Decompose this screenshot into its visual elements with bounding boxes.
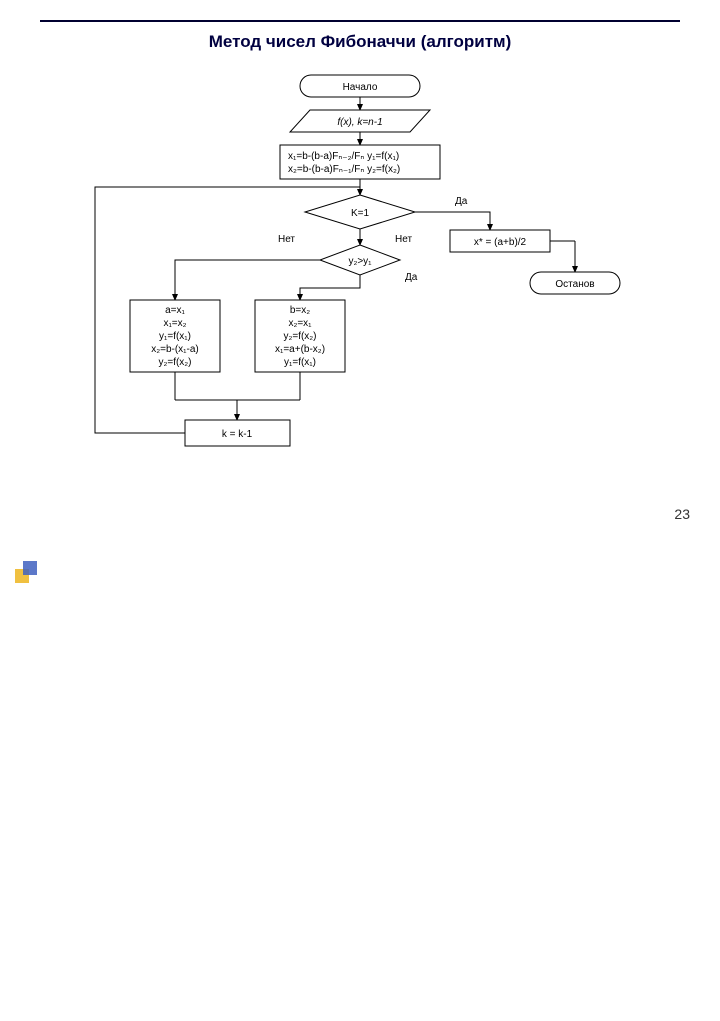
svg-text:Начало: Начало — [343, 82, 378, 93]
corner-decoration — [15, 501, 39, 525]
left-process: a=x₁ x₁=x₂ y₁=f(x₁) x₂=b-(x₁-a) y₂=f(x₂) — [130, 300, 220, 372]
svg-text:y₁=f(x₁): y₁=f(x₁) — [159, 331, 191, 342]
svg-text:y₂=f(x₂): y₂=f(x₂) — [158, 357, 191, 368]
svg-text:a=x₁: a=x₁ — [165, 305, 185, 316]
svg-text:K=1: K=1 — [351, 208, 370, 219]
svg-text:y₂>y₁: y₂>y₁ — [348, 256, 372, 267]
page-title: Метод чисел Фибоначчи (алгоритм) — [0, 32, 720, 52]
svg-text:y₂=f(x₂): y₂=f(x₂) — [283, 331, 316, 342]
svg-text:b=x₂: b=x₂ — [290, 305, 310, 316]
flowchart: Начало f(x), k=n-1 x₁=b-(b-a)Fₙ₋₂/Fₙ y₁=… — [0, 60, 720, 520]
cmp-yes-label: Да — [405, 272, 418, 283]
page-number: 23 — [674, 506, 690, 522]
init-node: x₁=b-(b-a)Fₙ₋₂/Fₙ y₁=f(x₁) x₂=b-(b-a)Fₙ₋… — [280, 145, 440, 179]
input-node: f(x), k=n-1 — [290, 110, 430, 132]
stop-node: Останов — [530, 272, 620, 294]
svg-text:x₂=b-(b-a)Fₙ₋₁/Fₙ y₂=f(x₂): x₂=b-(b-a)Fₙ₋₁/Fₙ y₂=f(x₂) — [288, 164, 400, 175]
k1-no-label: Нет — [278, 234, 295, 245]
svg-text:x₁=a+(b-x₂): x₁=a+(b-x₂) — [275, 344, 325, 355]
svg-text:k = k-1: k = k-1 — [222, 429, 253, 440]
start-node: Начало — [300, 75, 420, 97]
svg-text:x₂=b-(x₁-a): x₂=b-(x₁-a) — [151, 344, 199, 355]
k1-yes-label: Да — [455, 196, 468, 207]
cmp-no-label: Нет — [395, 234, 412, 245]
svg-text:Останов: Останов — [555, 279, 594, 290]
decrement-node: k = k-1 — [185, 420, 290, 446]
svg-text:x* = (a+b)/2: x* = (a+b)/2 — [474, 237, 527, 248]
k1-decision: K=1 — [305, 195, 415, 229]
title-underline — [40, 20, 680, 22]
svg-text:x₁=b-(b-a)Fₙ₋₂/Fₙ y₁=f(x₁): x₁=b-(b-a)Fₙ₋₂/Fₙ y₁=f(x₁) — [288, 151, 399, 162]
svg-text:x₁=x₂: x₁=x₂ — [163, 318, 186, 329]
result-node: x* = (a+b)/2 — [450, 230, 550, 252]
right-process: b=x₂ x₂=x₁ y₂=f(x₂) x₁=a+(b-x₂) y₁=f(x₁) — [255, 300, 345, 372]
svg-text:x₂=x₁: x₂=x₁ — [288, 318, 312, 329]
svg-text:f(x), k=n-1: f(x), k=n-1 — [337, 117, 382, 128]
compare-decision: y₂>y₁ — [320, 245, 400, 275]
svg-text:y₁=f(x₁): y₁=f(x₁) — [284, 357, 316, 368]
